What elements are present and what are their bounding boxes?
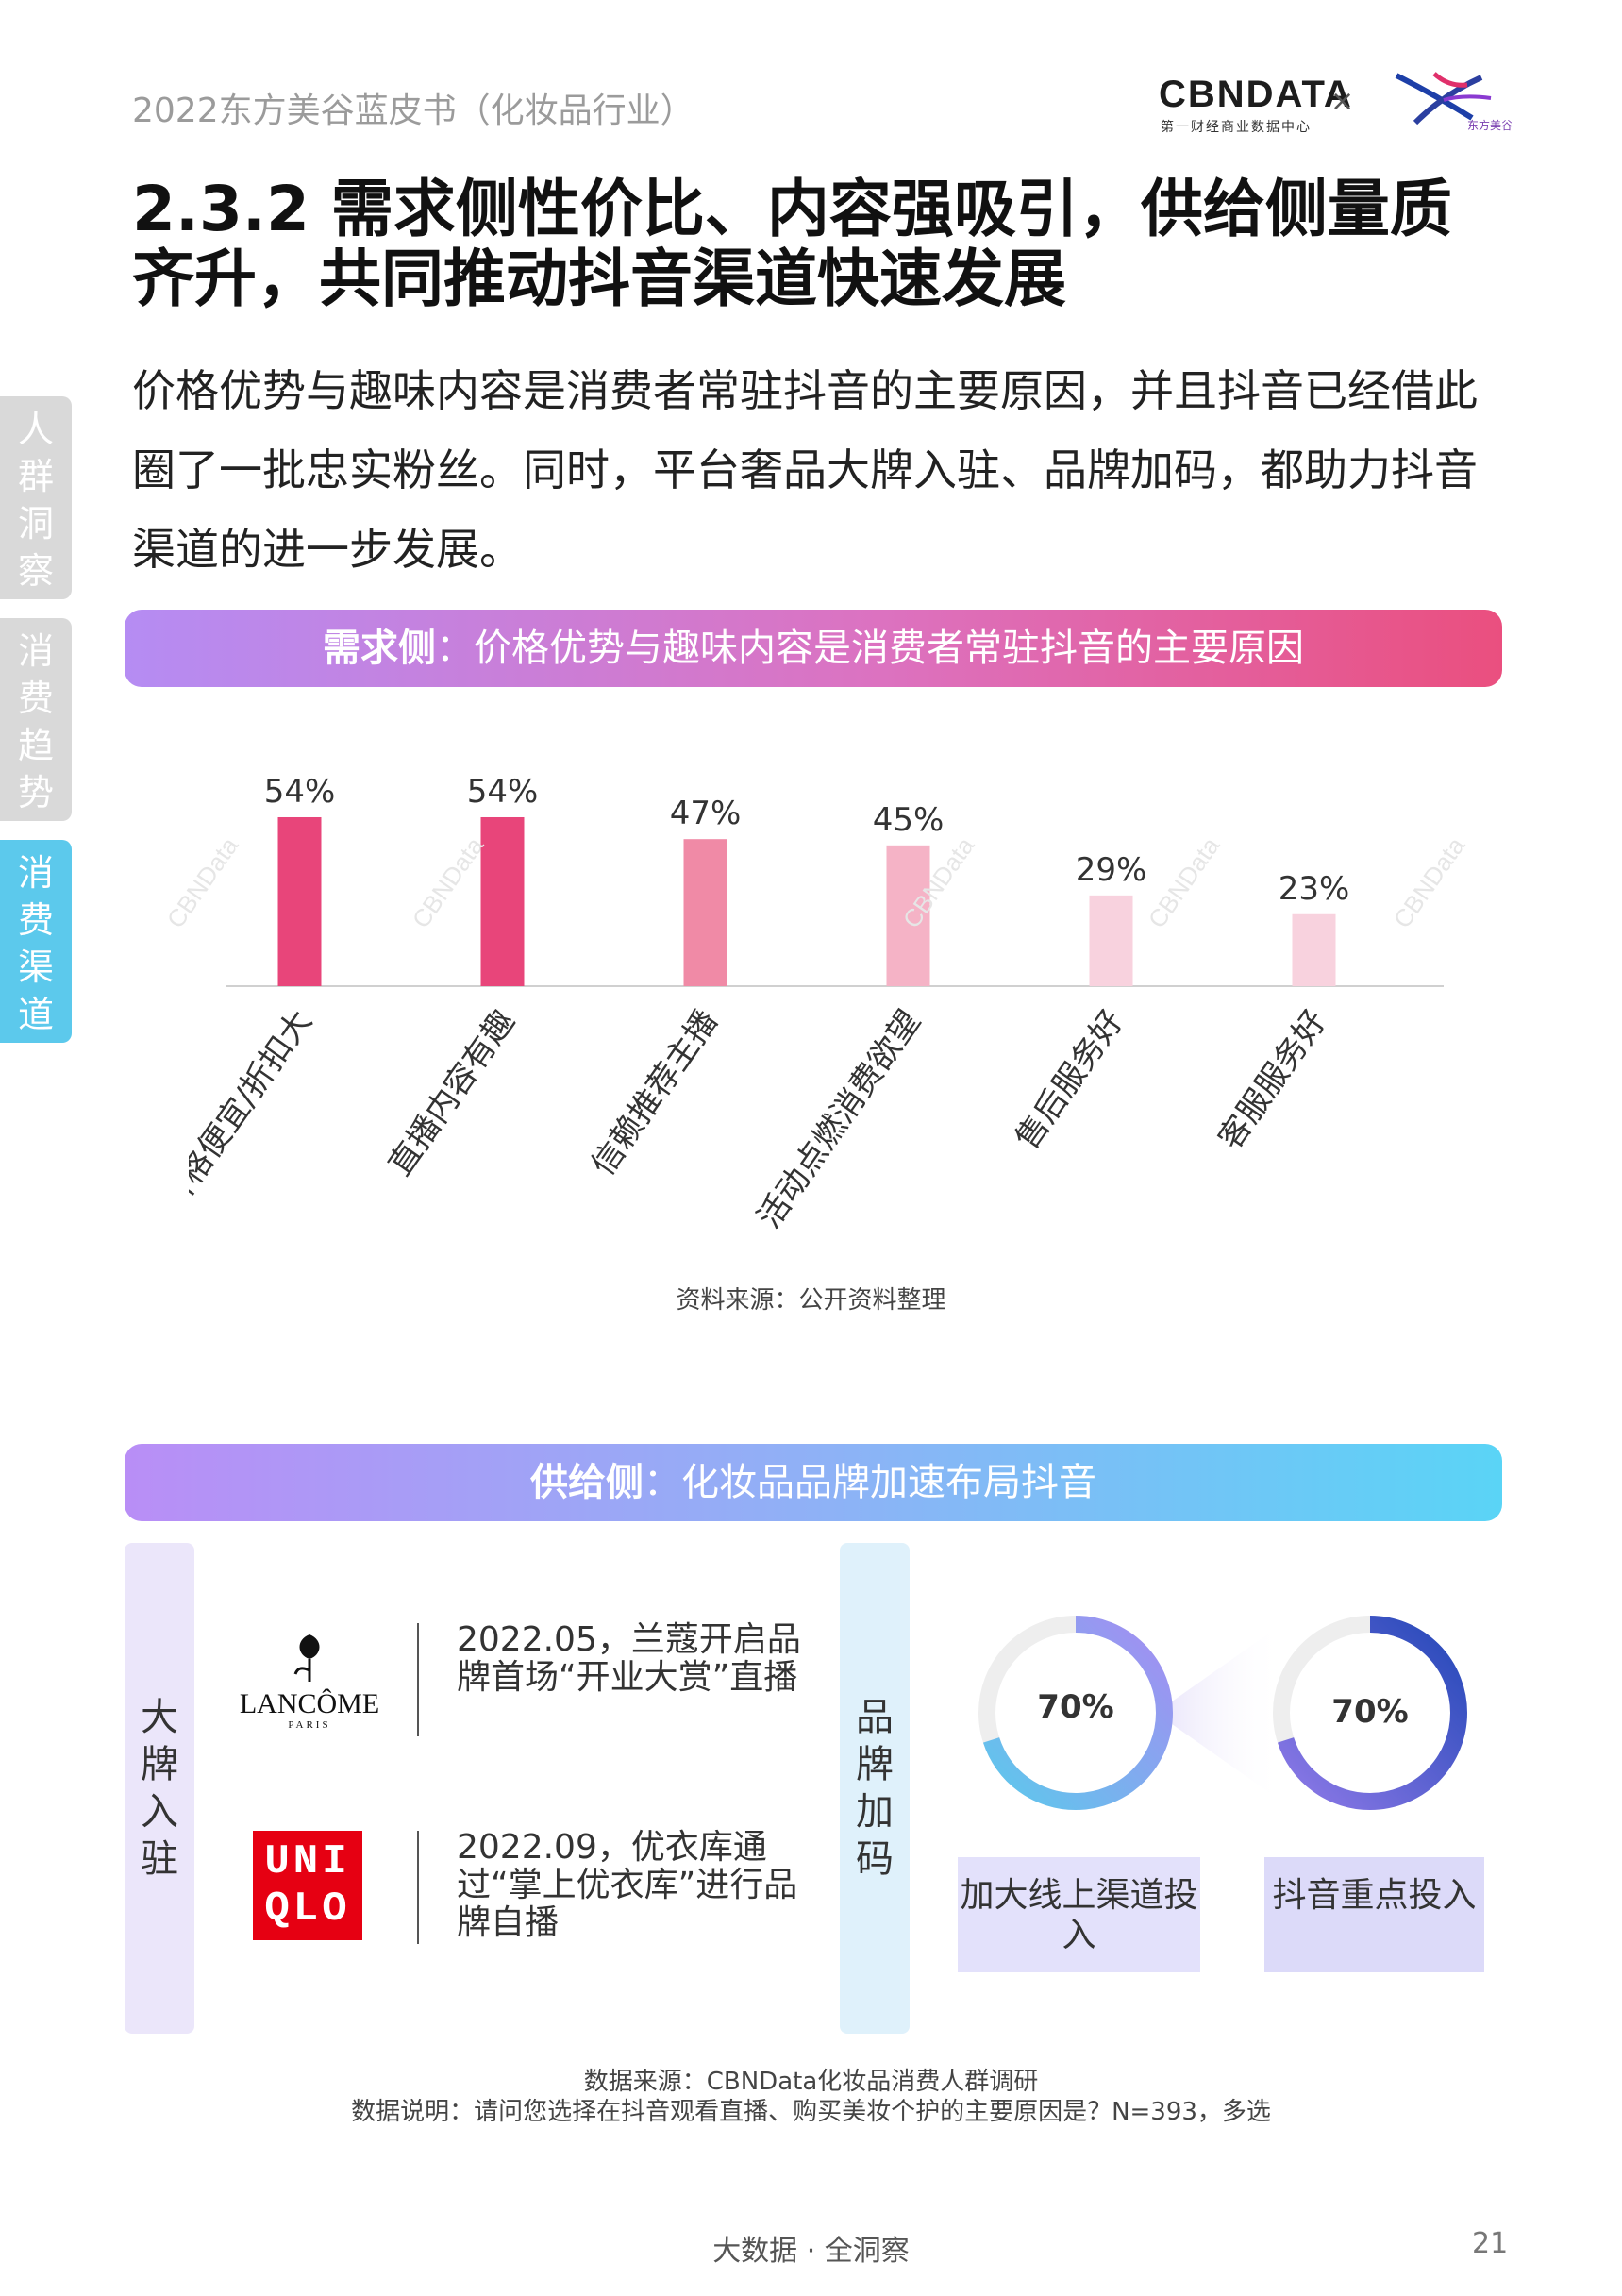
- bar-value-label: 47%: [670, 795, 742, 832]
- supply-banner-text: ：化妆品品牌加速布局抖音: [644, 1461, 1096, 1504]
- donut-2-caption: 抖音重点投入: [1264, 1857, 1484, 1972]
- cbndata-logo: CBNDATA: [1159, 74, 1353, 115]
- divider-line: [417, 1831, 419, 1944]
- cbndata-logo-subtitle: 第一财经商业数据中心: [1161, 120, 1312, 135]
- rose-icon: [293, 1634, 320, 1682]
- demand-banner-text: ：价格优势与趣味内容是消费者常驻抖音的主要原因: [436, 627, 1304, 670]
- big-brand-entry-label: 大牌入驻: [125, 1543, 194, 2034]
- side-tab-label: 消费渠道: [17, 852, 54, 1035]
- bar: [683, 839, 727, 986]
- category-label: 客服服务好: [1212, 1003, 1334, 1156]
- bar-value-label: 54%: [264, 773, 336, 811]
- demand-banner-bold: 需求侧: [323, 627, 436, 670]
- section-heading: 2.3.2 需求侧性价比、内容强吸引，供给侧量质齐升，共同推动抖音渠道快速发展: [132, 173, 1452, 315]
- side-tab-consumption-channel[interactable]: 消费渠道: [0, 840, 72, 1043]
- page-number: 21: [1472, 2227, 1509, 2260]
- bar: [1292, 913, 1336, 986]
- lancome-event-text: 2022.05，兰蔻开启品牌首场“开业大赏”直播: [457, 1620, 801, 1697]
- document-title: 2022东方美谷蓝皮书（化妆品行业）: [132, 92, 694, 130]
- brand-add-label: 品牌加码: [840, 1543, 910, 2034]
- big-brand-label-text: 大牌入驻: [141, 1696, 178, 1881]
- chart-source-note: 资料来源：公开资料整理: [676, 1286, 946, 1315]
- dongfang-meigu-logo-text: 东方美谷: [1467, 119, 1513, 132]
- bar-value-label: 23%: [1279, 870, 1350, 908]
- connector-wedge: [1156, 1623, 1283, 1802]
- dongfang-meigu-logo-icon: [1395, 72, 1492, 126]
- side-tab-label: 人群洞察: [17, 409, 54, 592]
- side-tab-consumption-trend[interactable]: 消费趋势: [0, 618, 72, 821]
- category-label: 售后服务好: [1009, 1003, 1131, 1156]
- donut-2-value: 70%: [1331, 1693, 1408, 1731]
- intro-paragraph: 价格优势与趣味内容是消费者常驻抖音的主要原因，并且抖音已经借此圈了一批忠实粉丝。…: [132, 365, 1478, 575]
- donut-1-arc: [978, 1616, 1173, 1810]
- category-label: 活动点燃消费欲望: [750, 1003, 928, 1235]
- side-tab-label: 消费趋势: [17, 630, 54, 813]
- uniqlo-line2: QLO: [264, 1885, 351, 1933]
- demand-reasons-bar-chart: 54% 价格便宜/折扣大 54% 直播内容有趣 47% 信赖推荐主播 45% 活动点燃消费欲望…: [189, 773, 1444, 1235]
- supply-banner-bold: 供给侧: [530, 1461, 644, 1504]
- uniqlo-event-text: 2022.09，优衣库通过“掌上优衣库”进行品牌自播: [457, 1828, 798, 1942]
- category-label: 价格便宜/折扣大: [189, 1003, 320, 1217]
- divider-line: [417, 1623, 419, 1736]
- bar: [1089, 895, 1133, 986]
- lancome-logo: LANCÔME PARIS: [229, 1623, 390, 1736]
- bar-value-label: 45%: [873, 801, 945, 839]
- donut-1-caption: 加大线上渠道投入: [958, 1857, 1200, 1972]
- logo-separator: ×: [1330, 85, 1355, 118]
- lancome-wordmark: LANCÔME: [239, 1688, 380, 1719]
- uniqlo-line1: UNI: [264, 1838, 351, 1885]
- bar: [480, 816, 525, 986]
- data-source-line: 数据来源：CBNData化妆品消费人群调研: [583, 2068, 1039, 2096]
- bar: [886, 845, 930, 986]
- footer-slogan: 大数据 · 全洞察: [712, 2235, 910, 2268]
- data-description-line: 数据说明：请问您选择在抖音观看直播、购买美妆个护的主要原因是？N=393，多选: [351, 2098, 1271, 2126]
- donut-2-arc: [1273, 1616, 1467, 1810]
- category-label: 直播内容有趣: [381, 1003, 523, 1182]
- data-source-notes: 数据来源：CBNData化妆品消费人群调研 数据说明：请问您选择在抖音观看直播、…: [0, 2067, 1622, 2127]
- bar: [277, 816, 322, 986]
- bar-value-label: 54%: [467, 773, 539, 811]
- demand-side-banner: 需求侧：价格优势与趣味内容是消费者常驻抖音的主要原因: [125, 610, 1502, 687]
- category-label: 信赖推荐主播: [584, 1003, 726, 1182]
- uniqlo-logo: UNI QLO: [253, 1831, 362, 1940]
- donut-pair: 70% 70%: [978, 1616, 1467, 1810]
- lancome-paris: PARIS: [288, 1719, 331, 1731]
- brand-add-label-text: 品牌加码: [856, 1696, 894, 1881]
- bar-value-label: 29%: [1076, 851, 1147, 889]
- donut-1-value: 70%: [1037, 1688, 1113, 1726]
- side-tab-crowd-insight[interactable]: 人群洞察: [0, 396, 72, 599]
- supply-side-banner: 供给侧：化妆品品牌加速布局抖音: [125, 1444, 1502, 1521]
